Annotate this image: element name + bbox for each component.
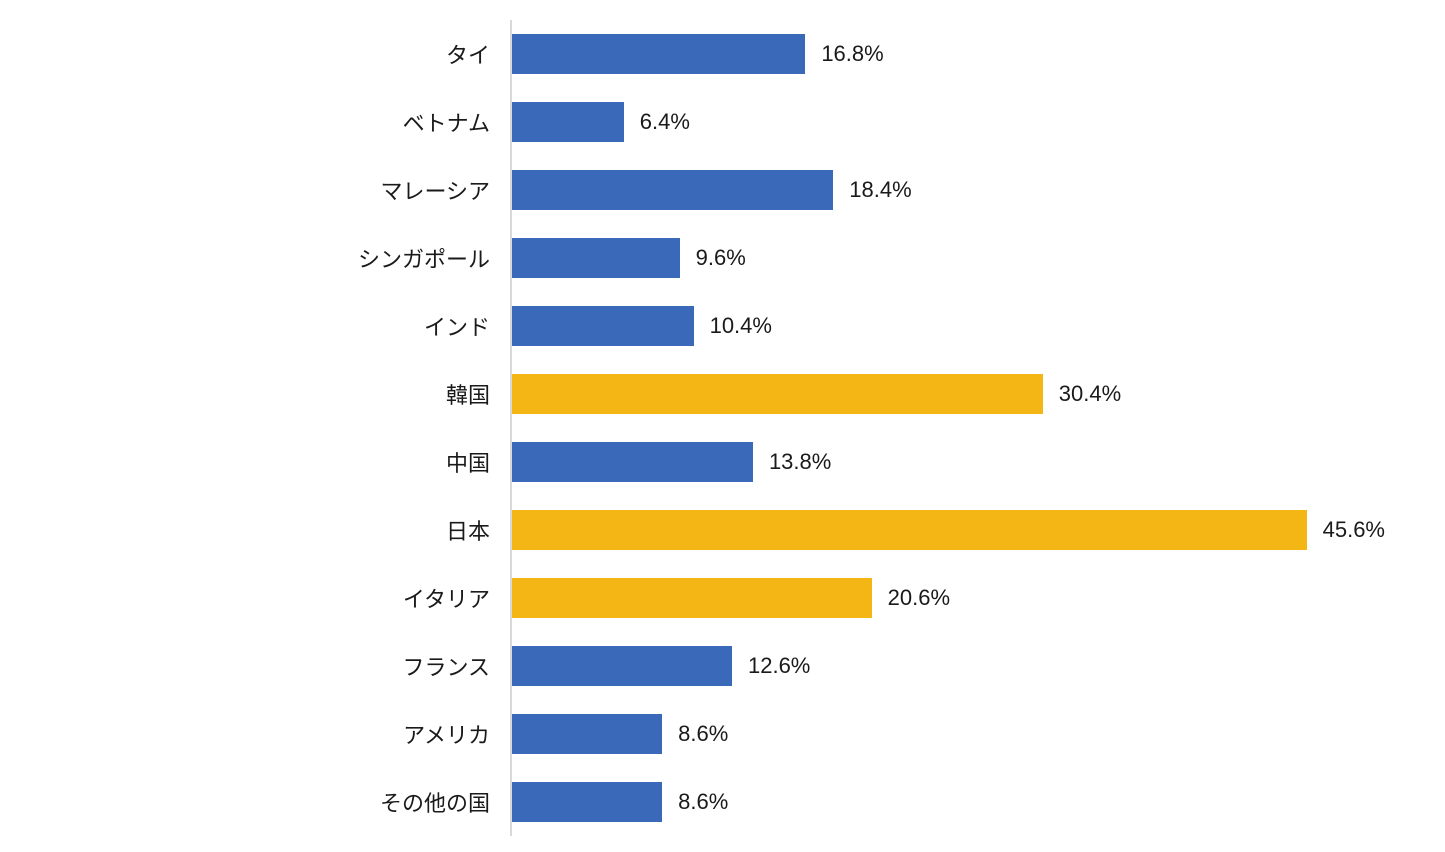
value-label: 9.6% — [696, 245, 746, 271]
bar-area: 6.4% — [510, 88, 1385, 156]
chart-row: 韓国 30.4% — [60, 360, 1385, 428]
category-label: その他の国 — [60, 786, 510, 818]
bar-area: 16.8% — [510, 20, 1385, 88]
value-label: 16.8% — [821, 41, 883, 67]
value-label: 6.4% — [640, 109, 690, 135]
bar-area: 8.6% — [510, 768, 1385, 836]
value-label: 30.4% — [1059, 381, 1121, 407]
category-label: シンガポール — [60, 242, 510, 274]
bar-area: 20.6% — [510, 564, 1385, 632]
bar-area: 8.6% — [510, 700, 1385, 768]
bar — [512, 34, 805, 74]
bar-area: 13.8% — [510, 428, 1385, 496]
bar-area: 30.4% — [510, 360, 1385, 428]
value-label: 10.4% — [710, 313, 772, 339]
category-label: イタリア — [60, 582, 510, 614]
value-label: 18.4% — [849, 177, 911, 203]
chart-row: マレーシア 18.4% — [60, 156, 1385, 224]
category-label: 日本 — [60, 514, 510, 546]
bar — [512, 646, 732, 686]
bar-area: 45.6% — [510, 496, 1385, 564]
chart-row: イタリア 20.6% — [60, 564, 1385, 632]
category-label: マレーシア — [60, 174, 510, 206]
bar — [512, 782, 662, 822]
bar — [512, 578, 872, 618]
category-label: アメリカ — [60, 718, 510, 750]
bar-chart: タイ 16.8% ベトナム 6.4% マレーシア 18.4% シンガポール 9.6% インド 10… — [60, 20, 1385, 832]
bar-area: 10.4% — [510, 292, 1385, 360]
chart-row: シンガポール 9.6% — [60, 224, 1385, 292]
chart-row: インド 10.4% — [60, 292, 1385, 360]
category-label: タイ — [60, 38, 510, 70]
category-label: 中国 — [60, 446, 510, 478]
bar — [512, 714, 662, 754]
value-label: 45.6% — [1323, 517, 1385, 543]
bar — [512, 238, 680, 278]
chart-row: その他の国 8.6% — [60, 768, 1385, 836]
category-label: フランス — [60, 650, 510, 682]
bar — [512, 442, 753, 482]
value-label: 12.6% — [748, 653, 810, 679]
bar-area: 18.4% — [510, 156, 1385, 224]
value-label: 8.6% — [678, 789, 728, 815]
value-label: 20.6% — [888, 585, 950, 611]
chart-row: 中国 13.8% — [60, 428, 1385, 496]
category-label: ベトナム — [60, 106, 510, 138]
category-label: インド — [60, 310, 510, 342]
bar — [512, 170, 833, 210]
chart-row: 日本 45.6% — [60, 496, 1385, 564]
value-label: 13.8% — [769, 449, 831, 475]
chart-row: フランス 12.6% — [60, 632, 1385, 700]
bar — [512, 102, 624, 142]
value-label: 8.6% — [678, 721, 728, 747]
bar-area: 12.6% — [510, 632, 1385, 700]
bar-area: 9.6% — [510, 224, 1385, 292]
bar — [512, 306, 694, 346]
chart-row: タイ 16.8% — [60, 20, 1385, 88]
chart-row: アメリカ 8.6% — [60, 700, 1385, 768]
category-label: 韓国 — [60, 378, 510, 410]
bar — [512, 374, 1043, 414]
chart-row: ベトナム 6.4% — [60, 88, 1385, 156]
bar — [512, 510, 1307, 550]
